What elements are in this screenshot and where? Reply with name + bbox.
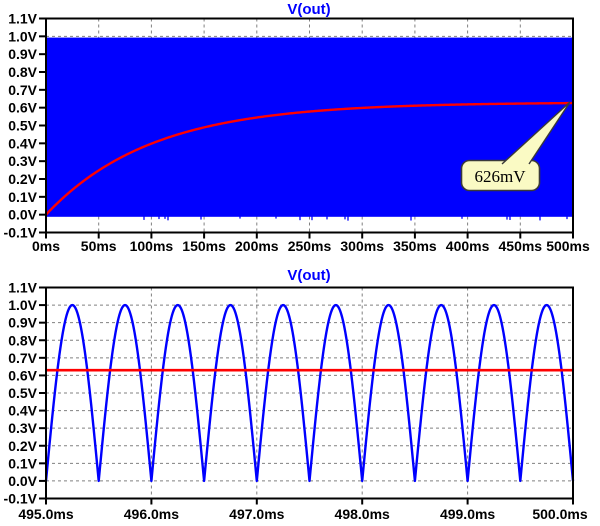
y-tick-label: -0.1V: [4, 225, 38, 241]
y-tick-label: 0.8V: [8, 332, 37, 348]
y-tick-label: 1.1V: [8, 280, 37, 296]
bottom-plot-panel: 495.0ms 496.0ms 497.0ms 498.0ms 499.0ms 500.0…: [4, 280, 588, 523]
y-tick-label: 0.3V: [8, 420, 37, 436]
x-tick-label: 495.0ms: [18, 506, 73, 522]
cursor-annotation-label: 626mV: [475, 167, 527, 186]
vout-trace: [44, 303, 575, 483]
y-tick-label: 0.8V: [8, 64, 37, 80]
y-tick-label: 0.6V: [8, 367, 37, 383]
x-tick-label: 497.0ms: [229, 506, 284, 522]
y-tick-label: 0.4V: [8, 135, 37, 151]
cursor-annotation-pointer-edge: [501, 101, 571, 165]
y-tick-label: 0.2V: [8, 171, 37, 187]
x-tick-label: 496.0ms: [124, 506, 179, 522]
x-tick-label: 50ms: [81, 238, 117, 254]
bottom-plot-title[interactable]: V(out): [287, 267, 330, 284]
top-plot-title[interactable]: V(out): [287, 1, 330, 18]
y-tick-label: -0.1V: [4, 491, 38, 507]
y-tick-label: 1.0V: [8, 28, 37, 44]
y-tick-label: 0.6V: [8, 100, 37, 116]
x-tick-label: 500.0ms: [532, 506, 587, 522]
y-tick-label: 0.1V: [8, 189, 37, 205]
x-tick-label: 150ms: [182, 238, 226, 254]
y-tick-label: 0.2V: [8, 438, 37, 454]
x-tick-label: 300ms: [340, 238, 384, 254]
y-tick-label: 0.7V: [8, 82, 37, 98]
y-tick-label: 0.4V: [8, 403, 37, 419]
average-trace: [45, 101, 574, 216]
y-tick-label: 1.0V: [8, 297, 37, 313]
x-tick-label: 498.0ms: [335, 506, 390, 522]
y-tick-label: 0.3V: [8, 153, 37, 169]
y-tick-label: 0.0V: [8, 473, 37, 489]
x-tick-label: 100ms: [130, 238, 174, 254]
x-tick-label: 400ms: [446, 238, 490, 254]
cursor-annotation: 626mV: [460, 101, 571, 192]
y-tick-label: 0.7V: [8, 350, 37, 366]
y-tick-label: 0.0V: [8, 207, 37, 223]
y-tick-label: 0.5V: [8, 385, 37, 401]
x-tick-label: 350ms: [393, 238, 437, 254]
y-tick-label: 0.5V: [8, 118, 37, 134]
y-tick-label: 0.9V: [8, 315, 37, 331]
cursor-annotation-box: [460, 159, 541, 192]
x-tick-label: 450ms: [499, 238, 543, 254]
y-tick-label: 0.1V: [8, 455, 37, 471]
x-tick-label: 200ms: [235, 238, 279, 254]
x-tick-label: 0ms: [32, 238, 60, 254]
y-tick-label: 0.9V: [8, 46, 37, 62]
x-tick-label: 250ms: [288, 238, 332, 254]
x-tick-label: 500ms: [546, 238, 590, 254]
top-plot-panel: 0ms 50ms 100ms 150ms 200ms 250ms 300ms 350ms 400…: [4, 11, 590, 255]
x-tick-label: 499.0ms: [440, 506, 495, 522]
y-tick-label: 1.1V: [8, 11, 37, 27]
